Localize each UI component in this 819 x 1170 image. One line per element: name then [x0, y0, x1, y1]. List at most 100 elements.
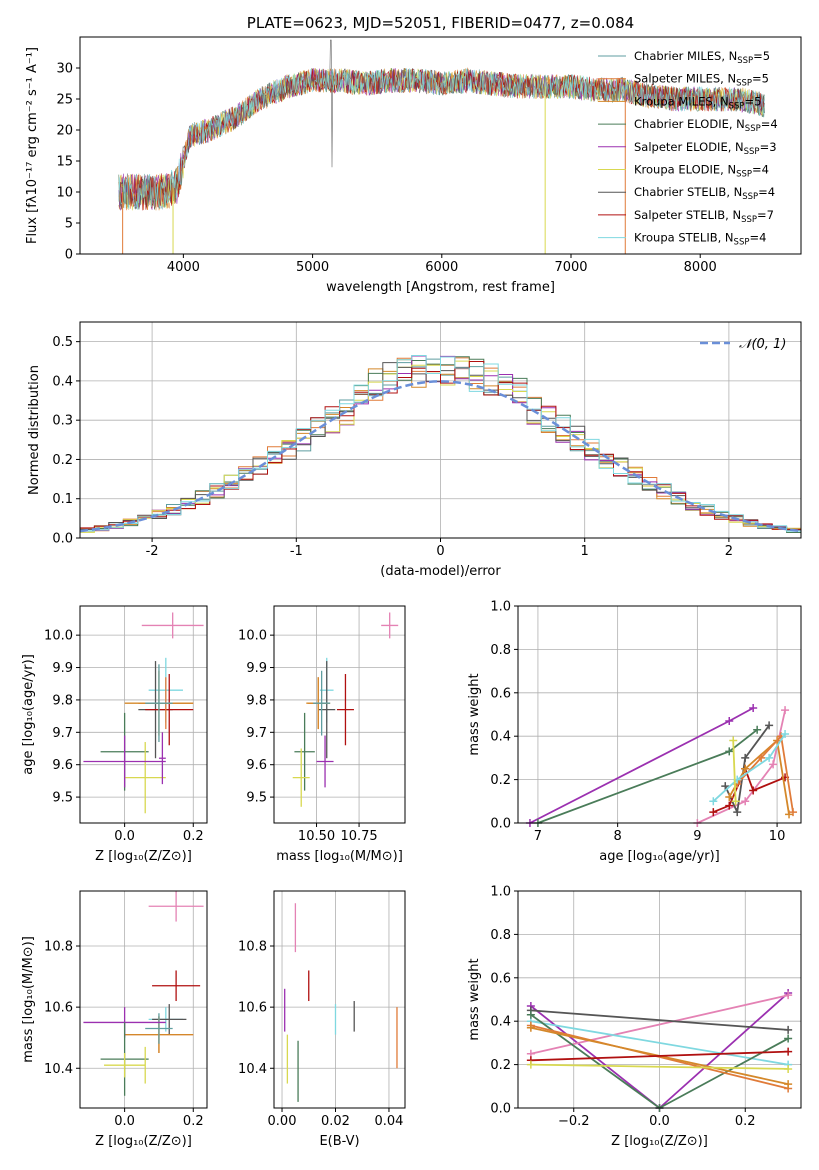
y-tick-label: 10.6: [44, 1001, 73, 1016]
mass_Z-points: [83, 891, 204, 1096]
weight-line: [530, 1009, 789, 1031]
y-tick-label: 1.0: [490, 600, 511, 615]
legend-label-tail: =3: [760, 140, 777, 154]
weight-line: [530, 1020, 789, 1066]
weight-line: [537, 728, 758, 824]
y-tick-label: 0.2: [490, 773, 511, 788]
histograms: [79, 355, 802, 533]
x-axis-label: wavelength [Angstrom, rest frame]: [326, 280, 555, 295]
y-tick-label: 10.0: [238, 629, 267, 644]
x-tick-label: 8000: [684, 260, 717, 275]
y-tick-label: 0.4: [52, 374, 73, 389]
y-tick-label: 10.4: [44, 1062, 73, 1077]
y-tick-label: 20: [56, 124, 73, 139]
legend-label: Salpeter ELODIE, NSSP=3: [634, 140, 777, 157]
y-tick-label: 1.0: [490, 885, 511, 900]
weight-marker: [784, 1080, 793, 1089]
legend-label-tail: =5: [752, 72, 769, 86]
weight-marker: [741, 764, 750, 773]
y-tick-label: 10: [56, 186, 73, 201]
x-tick-label: 0.02: [321, 1114, 350, 1129]
weight-marker: [749, 786, 758, 795]
y-tick-label: 0.6: [490, 971, 511, 986]
weight-marker: [725, 801, 734, 810]
mass_EBV-frame: [273, 890, 406, 1109]
weight-marker: [741, 797, 750, 806]
x-tick-label: 5000: [296, 260, 329, 275]
weight-line: [530, 1050, 789, 1062]
y-tick-label: 0.8: [490, 643, 511, 658]
x-tick-label: 7000: [554, 260, 587, 275]
x-tick-label: 4000: [167, 260, 200, 275]
y-tick-label: 9.8: [52, 693, 73, 708]
weight-marker: [729, 736, 738, 745]
legend-label-tail: =5: [744, 94, 761, 108]
y-tick-label: 10.8: [238, 940, 267, 955]
weight-marker: [784, 1025, 793, 1034]
weight-marker: [749, 703, 758, 712]
spectrum-lines: [118, 39, 765, 254]
x-axis-label: (data-model)/error: [380, 564, 501, 579]
y-tick-label: 5: [65, 217, 73, 232]
weight-marker: [741, 753, 750, 762]
legend-label-tail: =4: [758, 185, 775, 199]
y-tick-label: 15: [56, 155, 73, 170]
weight-line: [530, 1024, 789, 1090]
age_mass-axes: 10.50 10.75 9.5 9.6 9.7 9.8 9.9 10.0 mass [log₁₀…: [238, 606, 405, 864]
y-tick-label: 0.1: [52, 492, 73, 507]
x-tick-label: −0.2: [558, 1114, 590, 1129]
legend-label-tail: =7: [757, 208, 774, 222]
legend-label: Kroupa ELODIE, NSSP=4: [634, 163, 769, 180]
mass_EBV-grid: [274, 891, 405, 1108]
weight_age-series: [525, 703, 798, 827]
spectrum-series: [118, 68, 765, 211]
weight-marker: [769, 760, 778, 769]
y-axis-label: mass weight: [467, 673, 482, 755]
legend-subscript: SSP: [736, 79, 752, 89]
y-axis-label: mass [log₁₀(M/M⊙)]: [21, 936, 36, 1063]
legend-label-tail: =5: [753, 49, 770, 63]
weight-marker: [731, 797, 740, 806]
legend-label-tail: =4: [752, 163, 769, 177]
legend-label: Chabrier MILES, NSSP=5: [634, 49, 770, 66]
weight-marker: [757, 753, 766, 762]
x-tick-label: 10.50: [298, 829, 335, 844]
weight-marker: [725, 747, 734, 756]
x-tick-label: 0.00: [268, 1114, 297, 1129]
legend-label-tail: =4: [761, 117, 778, 131]
weight-marker: [721, 782, 730, 791]
legend-label: 𝒩(0, 1): [739, 337, 786, 352]
x-axis-label: Z [log₁₀(Z/Z⊙)]: [95, 849, 192, 864]
age_Z-frame: [79, 605, 208, 824]
weight-marker: [765, 721, 774, 730]
y-axis-label: Flux [fλ10⁻¹⁷ erg cm⁻² s⁻¹ A⁻¹]: [25, 47, 40, 244]
legend-subscript: SSP: [745, 124, 761, 134]
x-tick-label: 0.04: [374, 1114, 403, 1129]
x-tick-label: 0.0: [649, 1114, 670, 1129]
x-tick-label: 10.75: [340, 829, 377, 844]
weight-line: [530, 1063, 789, 1070]
y-tick-label: 9.6: [52, 758, 73, 773]
x-tick-label: 6000: [425, 260, 458, 275]
weight-marker: [765, 753, 774, 762]
y-tick-label: 0.4: [490, 1015, 511, 1030]
weight-marker: [709, 808, 718, 817]
weight_Z-frame: [517, 890, 802, 1109]
y-tick-label: 10.0: [44, 629, 73, 644]
y-axis-label: mass weight: [467, 958, 482, 1040]
age_Z-points: [83, 612, 204, 814]
age_Z-axes: 0.0 0.2 9.5 9.6 9.7 9.8 9.9 10.0 Z [log₁₀(Z/Z⊙)]…: [21, 606, 207, 864]
x-tick-label: 2: [725, 544, 733, 559]
y-tick-label: 25: [56, 93, 73, 108]
weight-marker: [789, 808, 798, 817]
y-tick-label: 0.0: [490, 817, 511, 832]
x-tick-label: 9: [693, 829, 701, 844]
legend-label-tail: =4: [749, 231, 766, 245]
weight-marker: [781, 730, 790, 739]
x-axis-label: Z [log₁₀(Z/Z⊙)]: [611, 1134, 708, 1149]
legend-label: Chabrier ELODIE, NSSP=4: [634, 117, 778, 134]
weight_age-grid: [518, 605, 801, 824]
x-axis-label: age [log₁₀(age/yr)]: [599, 849, 720, 864]
normal-curve: [79, 380, 802, 533]
